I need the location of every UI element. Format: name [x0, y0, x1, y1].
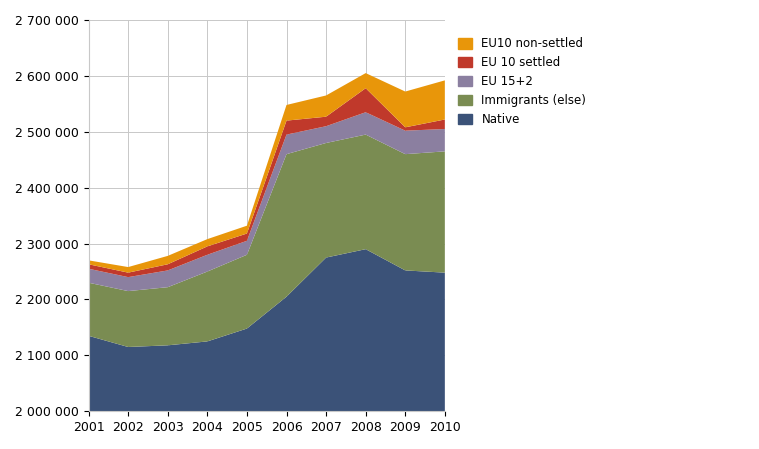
Legend: EU10 non-settled, EU 10 settled, EU 15+2, Immigrants (else), Native: EU10 non-settled, EU 10 settled, EU 15+2…: [455, 34, 590, 129]
